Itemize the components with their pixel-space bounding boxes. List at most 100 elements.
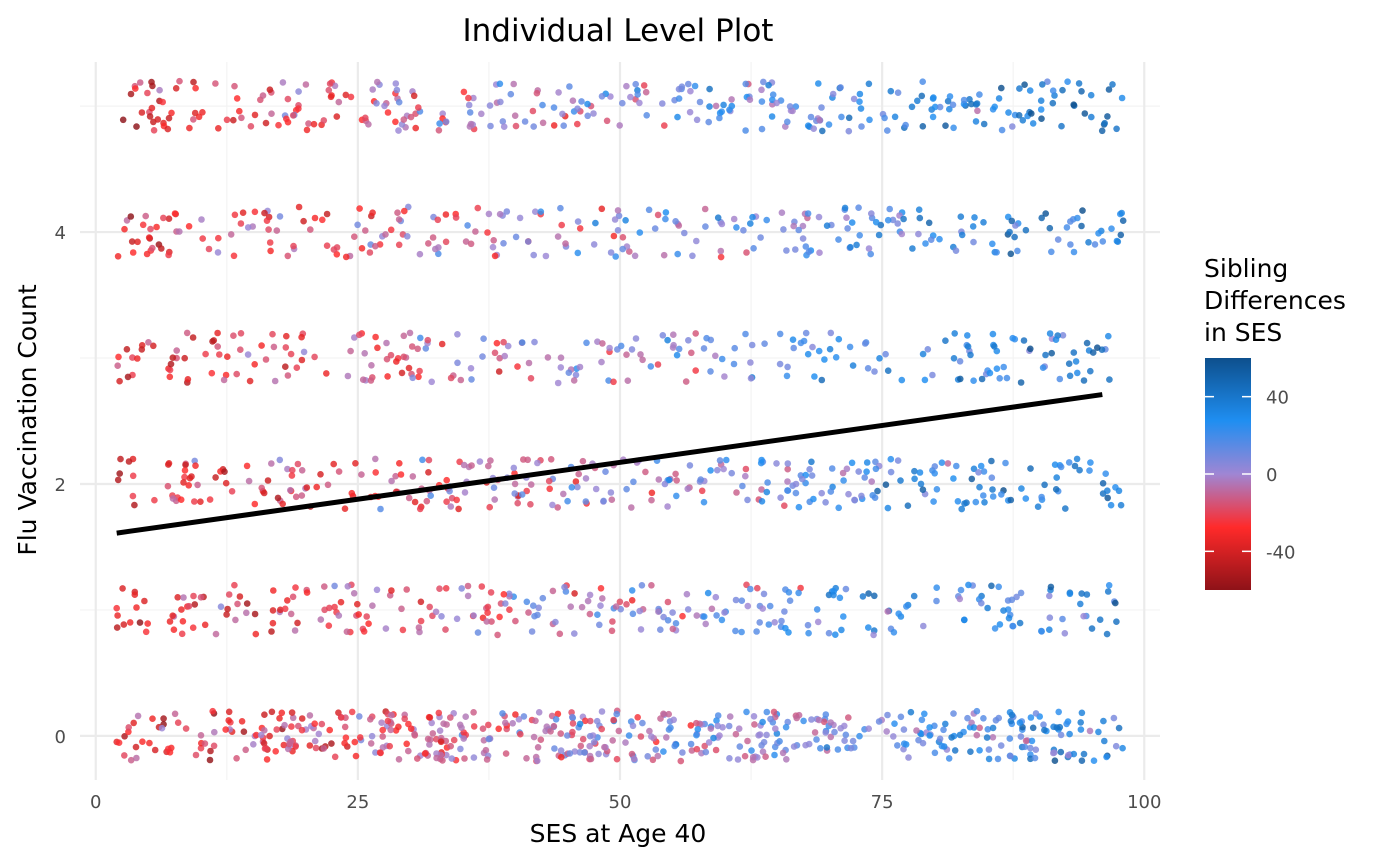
data-point: [908, 103, 916, 111]
data-point: [294, 619, 301, 627]
data-point: [884, 608, 891, 615]
data-point: [904, 502, 912, 510]
data-point: [598, 205, 606, 213]
data-point: [974, 107, 981, 115]
data-point: [165, 215, 173, 222]
data-point: [465, 101, 473, 109]
data-point: [964, 714, 971, 722]
data-point: [991, 625, 999, 632]
data-point: [693, 237, 700, 245]
data-point: [753, 628, 760, 635]
data-point: [411, 730, 418, 738]
data-point: [1031, 754, 1039, 762]
data-point: [274, 494, 282, 502]
data-point: [914, 97, 921, 105]
data-point: [1087, 367, 1094, 375]
data-point: [1056, 375, 1064, 383]
data-point: [311, 214, 319, 222]
data-point: [133, 604, 140, 611]
data-point: [654, 752, 662, 760]
data-point: [736, 743, 744, 750]
data-point: [759, 605, 766, 612]
data-point: [938, 459, 946, 467]
data-point: [694, 726, 702, 733]
data-point: [1016, 619, 1024, 627]
data-point: [269, 330, 276, 338]
data-point: [723, 456, 730, 464]
data-point: [856, 90, 864, 98]
data-point: [991, 343, 998, 350]
data-point: [742, 465, 750, 473]
data-point: [407, 113, 415, 121]
data-point: [622, 739, 629, 746]
data-point: [117, 455, 124, 463]
data-point: [372, 749, 379, 756]
data-point: [507, 90, 515, 98]
data-point: [435, 127, 443, 134]
data-point: [897, 477, 904, 484]
data-point: [670, 341, 677, 349]
data-point: [980, 219, 987, 226]
data-point: [176, 228, 183, 235]
data-point: [302, 81, 310, 88]
data-point: [726, 755, 733, 762]
data-point: [262, 119, 270, 127]
data-point: [539, 101, 546, 109]
data-point: [1080, 750, 1088, 758]
data-point: [484, 603, 492, 611]
data-point: [233, 95, 241, 102]
data-point: [614, 346, 621, 353]
data-point: [426, 741, 433, 748]
data-point: [273, 227, 281, 234]
data-point: [574, 218, 582, 225]
data-point: [918, 92, 926, 100]
data-point: [691, 82, 699, 90]
legend-label: -40: [1266, 542, 1295, 563]
data-point: [527, 375, 535, 382]
data-point: [623, 485, 630, 493]
data-point: [813, 606, 821, 613]
data-point: [784, 118, 791, 126]
data-point: [258, 484, 266, 492]
data-point: [447, 742, 455, 750]
data-point: [181, 473, 188, 481]
data-point: [582, 717, 589, 725]
data-point: [447, 503, 455, 510]
data-point: [1099, 480, 1107, 487]
data-point: [443, 751, 450, 759]
data-point: [1029, 724, 1037, 732]
data-point: [273, 726, 281, 733]
data-point: [470, 612, 477, 619]
data-point: [859, 593, 867, 600]
data-point: [512, 233, 520, 241]
data-point: [599, 340, 606, 347]
data-point: [936, 235, 943, 243]
data-point: [584, 100, 591, 108]
data-point: [267, 247, 274, 255]
data-point: [942, 720, 949, 728]
data-point: [487, 122, 494, 130]
data-point: [916, 214, 924, 222]
data-point: [777, 494, 784, 502]
data-point: [598, 708, 606, 715]
data-point: [976, 747, 983, 754]
data-point: [995, 714, 1002, 722]
data-point: [1027, 345, 1034, 353]
data-point: [865, 725, 872, 732]
data-point: [1078, 88, 1085, 95]
data-point: [525, 359, 533, 367]
data-point: [330, 246, 338, 253]
data-point: [1016, 719, 1024, 726]
data-point: [195, 113, 203, 121]
data-point: [614, 207, 622, 214]
data-point: [763, 216, 770, 224]
data-point: [802, 329, 810, 337]
data-point: [233, 370, 240, 378]
data-point: [957, 586, 965, 594]
data-point: [868, 210, 875, 217]
data-point: [1077, 726, 1085, 733]
data-point: [326, 726, 334, 734]
data-point: [484, 609, 491, 616]
data-point: [579, 457, 587, 465]
data-point: [998, 126, 1006, 134]
